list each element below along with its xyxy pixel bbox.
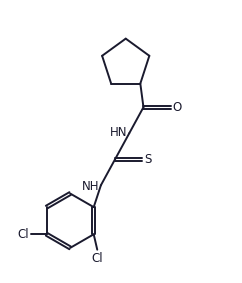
Text: O: O [173,101,182,114]
Text: S: S [144,153,151,166]
Text: NH: NH [82,180,99,193]
Text: Cl: Cl [18,228,29,241]
Text: Cl: Cl [91,252,103,265]
Text: HN: HN [110,126,128,139]
